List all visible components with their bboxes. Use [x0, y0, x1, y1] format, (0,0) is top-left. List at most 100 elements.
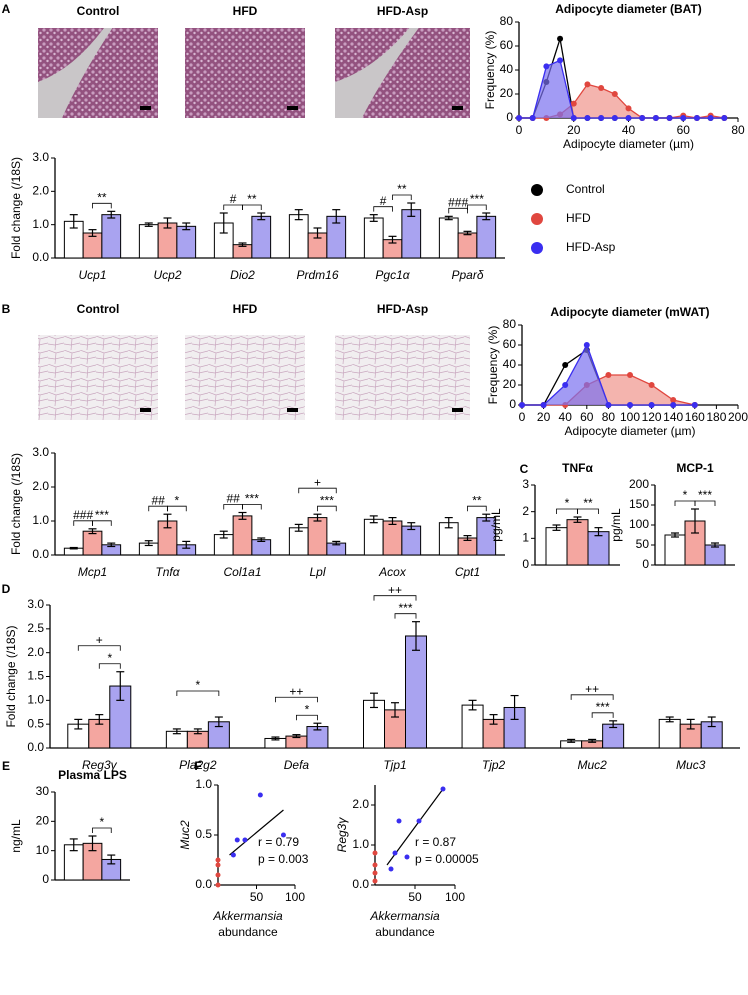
point — [611, 115, 618, 121]
point — [372, 862, 378, 868]
x-tick-label: Cpt1 — [455, 565, 480, 579]
error-bar — [332, 540, 341, 546]
point — [570, 115, 577, 121]
error-bar — [444, 516, 453, 529]
y-tick-label: 40 — [503, 357, 517, 371]
significance-bracket — [275, 696, 318, 703]
error-bar — [313, 227, 322, 239]
bar — [363, 217, 384, 259]
x-axis-label: Adipocyte diameter (µm) — [563, 137, 694, 151]
point — [215, 882, 221, 888]
point — [557, 35, 564, 42]
y-tick-label: 3.0 — [32, 445, 49, 459]
error-bar — [510, 694, 519, 721]
significance-bracket — [298, 487, 337, 494]
y-tick-label: 0.0 — [195, 877, 212, 891]
significance-bracket — [448, 207, 468, 214]
point — [648, 382, 655, 388]
panel-label: F — [194, 759, 201, 773]
point — [392, 850, 398, 856]
x-axis-label: abundance — [218, 925, 278, 939]
error-bar — [594, 527, 603, 537]
image-title: Control — [77, 302, 120, 316]
point — [584, 81, 591, 88]
y-tick-label: 0.0 — [352, 877, 369, 891]
bar — [232, 515, 253, 556]
significance-label: # — [380, 194, 387, 208]
significance-bracket — [98, 663, 121, 669]
significance-label: *** — [320, 493, 334, 507]
y-tick-label: 50 — [636, 537, 650, 551]
significance-bracket — [467, 505, 487, 512]
point — [516, 115, 522, 121]
error-bar — [88, 229, 97, 237]
x-tick-label: Pparδ — [451, 268, 483, 282]
micrograph — [185, 335, 305, 420]
significance-bracket — [394, 613, 417, 619]
significance-bracket — [242, 504, 262, 510]
scale-bar — [140, 106, 151, 110]
x-tick-label: 200 — [728, 410, 748, 424]
bar — [704, 544, 726, 566]
significance-label: *** — [245, 492, 259, 506]
x-tick-label: Lpl — [309, 565, 325, 579]
micrograph-vessel — [38, 28, 113, 118]
significance-bracket — [577, 508, 599, 514]
significance-label: ++ — [289, 684, 303, 698]
point — [625, 105, 632, 112]
y-tick-label: 0.5 — [27, 716, 44, 730]
point — [519, 402, 525, 408]
error-bar — [271, 736, 280, 741]
significance-label: ** — [97, 191, 107, 205]
bar — [438, 217, 459, 259]
point — [627, 372, 633, 378]
y-tick-label: 1.0 — [27, 693, 44, 707]
point — [416, 818, 422, 824]
y-tick-label: 20 — [36, 814, 50, 828]
error-bar — [257, 212, 266, 221]
significance-bracket — [392, 194, 412, 200]
y-tick-label: 200 — [629, 477, 649, 491]
significance-bracket — [694, 500, 716, 506]
significance-bracket — [77, 645, 121, 651]
point — [670, 402, 677, 408]
point — [598, 115, 605, 121]
error-bar — [163, 217, 172, 229]
point — [215, 862, 221, 868]
y-tick-label: 2.0 — [27, 645, 44, 659]
error-bar — [369, 214, 378, 222]
point — [648, 402, 655, 408]
significance-label: ** — [583, 496, 593, 510]
legend-marker — [531, 242, 543, 254]
point — [693, 115, 700, 121]
error-bar — [671, 532, 679, 538]
significance-label: ### — [73, 508, 93, 522]
point — [598, 85, 605, 91]
bar — [101, 214, 122, 259]
chart-title: TNFα — [562, 461, 593, 475]
image-title: HFD — [233, 4, 258, 18]
point — [691, 402, 698, 408]
error-bar — [219, 530, 228, 539]
significance-bracket — [176, 690, 220, 697]
error-bar — [407, 522, 416, 531]
error-bar — [214, 716, 223, 728]
point — [562, 382, 569, 388]
significance-label: + — [96, 633, 103, 647]
x-tick-label: 20 — [567, 123, 581, 137]
error-bar — [144, 222, 153, 227]
significance-label: * — [107, 651, 112, 665]
significance-label: ** — [472, 493, 482, 507]
x-tick-label: Muc2 — [577, 758, 607, 772]
y-tick-label: 10 — [36, 843, 50, 857]
area — [522, 375, 695, 405]
x-tick-label: 0 — [519, 410, 526, 424]
point — [529, 115, 536, 121]
error-bar — [238, 511, 247, 520]
point — [372, 878, 378, 884]
point — [234, 837, 240, 843]
x-tick-label: 50 — [250, 890, 264, 904]
y-tick-label: 1.0 — [352, 837, 369, 851]
x-tick-label: Tnfα — [155, 565, 180, 579]
